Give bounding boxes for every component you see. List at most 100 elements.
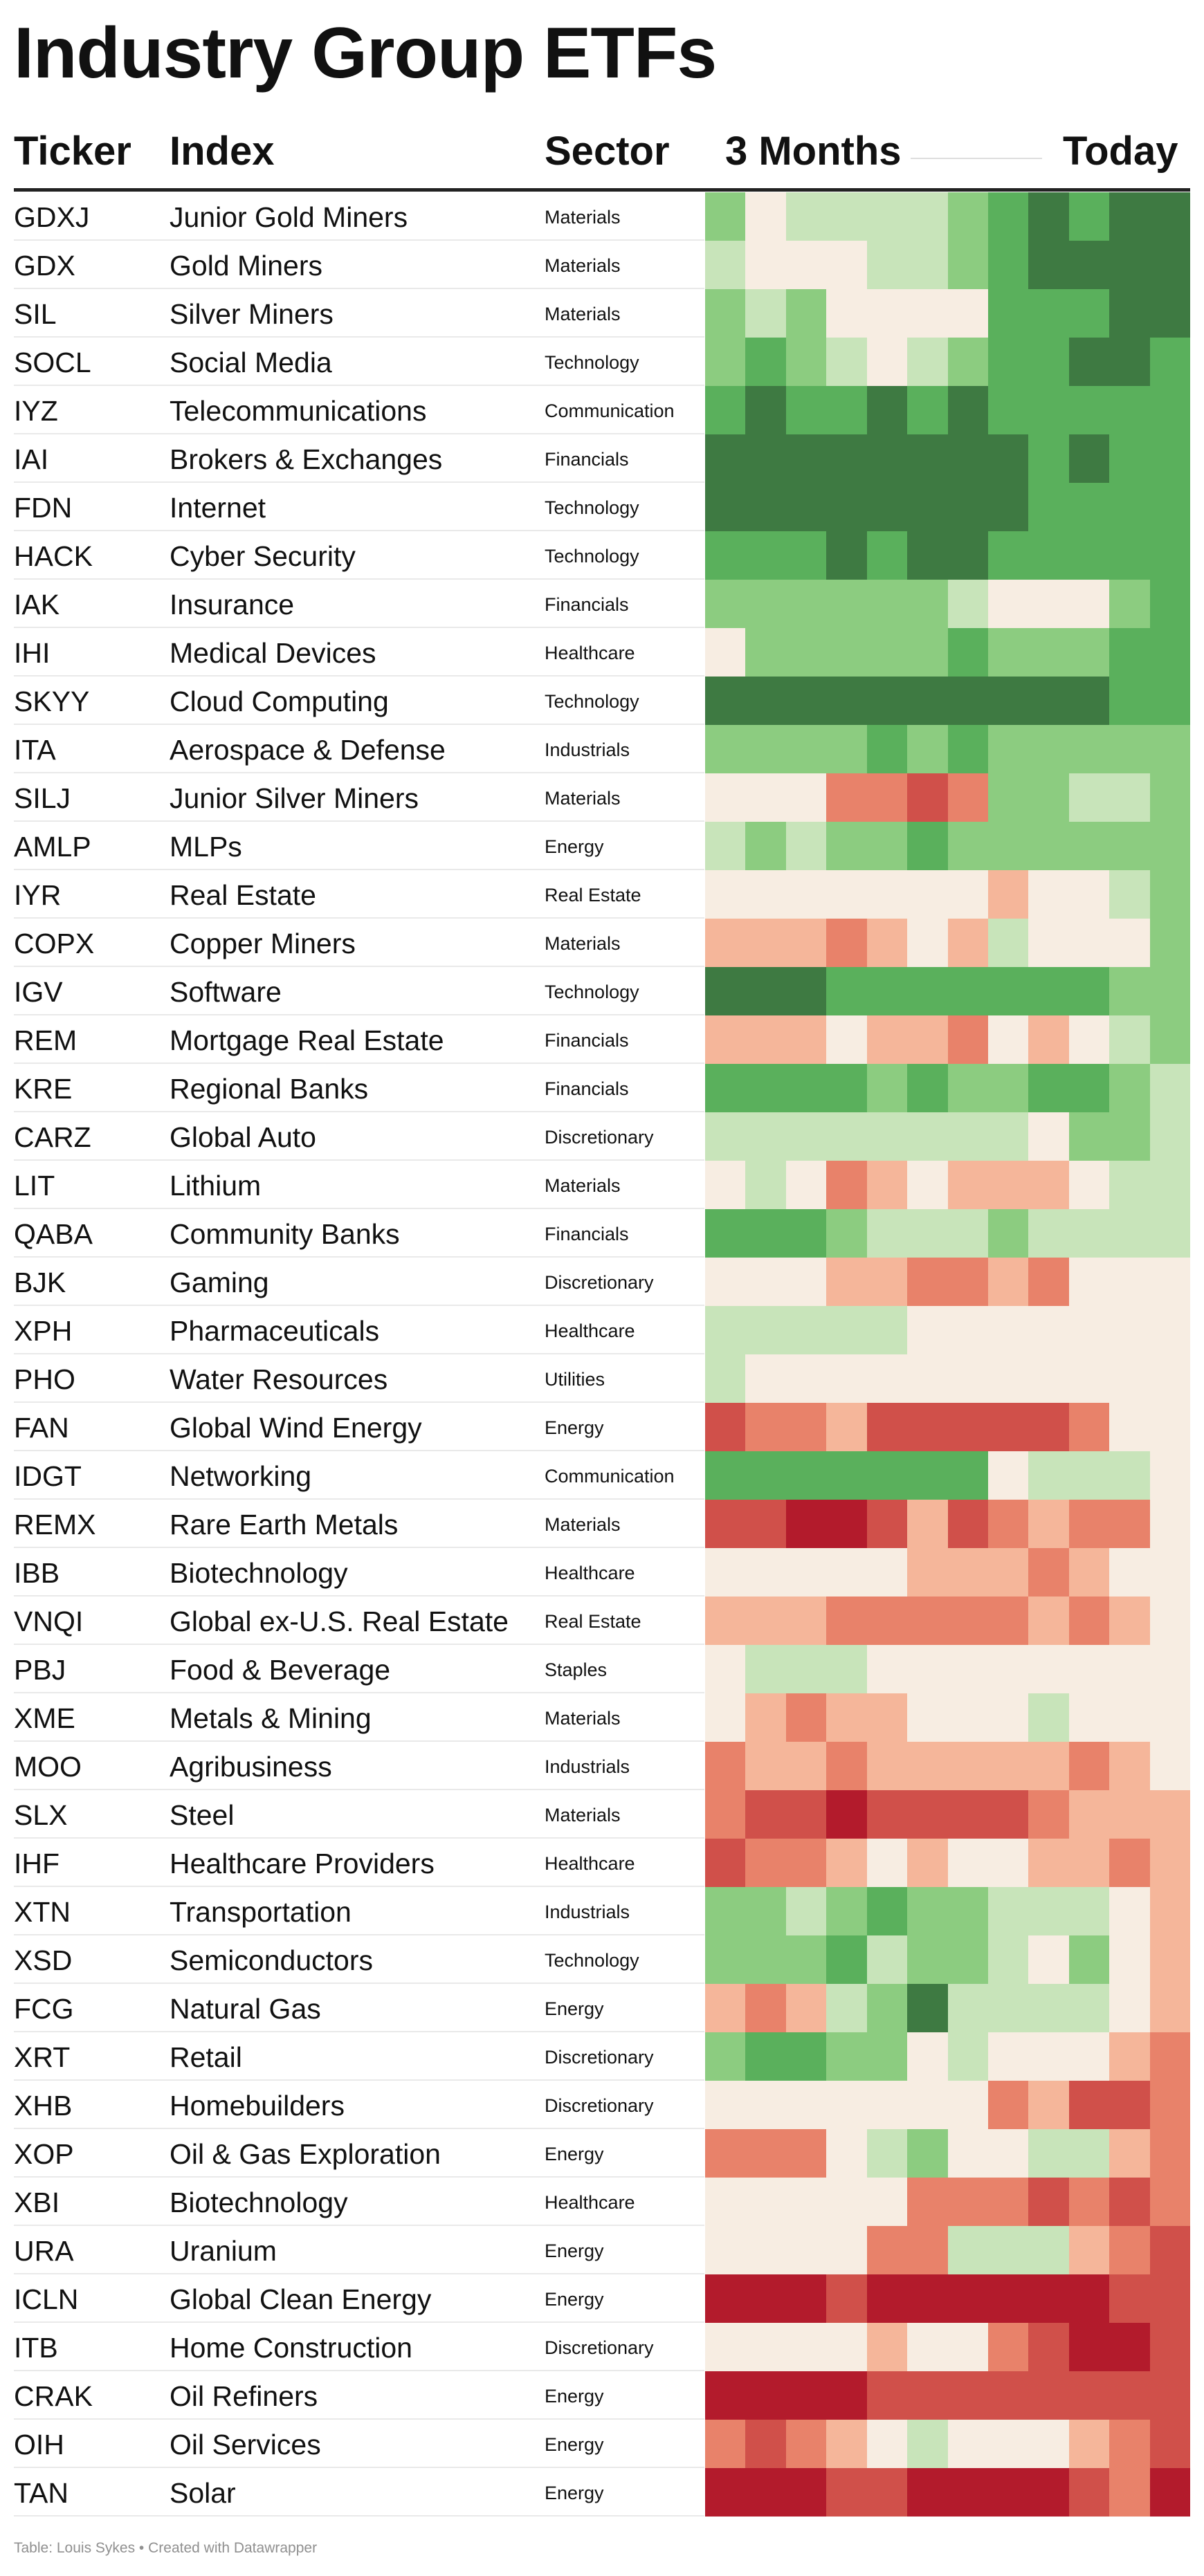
heatmap-cell: [745, 1258, 786, 1306]
row-divider: [14, 2079, 704, 2081]
heatmap-cell: [705, 1548, 746, 1597]
heatmap-cell: [705, 531, 746, 580]
sector-cell: Energy: [545, 1417, 604, 1438]
heatmap-cell: [907, 2226, 948, 2274]
index-cell: Software: [170, 976, 282, 1008]
sector-cell: Healthcare: [545, 1563, 635, 1583]
index-cell: Oil & Gas Exploration: [170, 2138, 441, 2170]
heatmap-cell: [705, 2032, 746, 2081]
table-row: FCG Natural Gas Energy: [14, 1984, 1191, 2032]
heatmap-cell: [907, 2323, 948, 2371]
heatmap-cell: [987, 822, 1029, 870]
heatmap-cell: [826, 1403, 867, 1451]
heatmap-cell: [1028, 725, 1069, 773]
heatmap-cell: [866, 2371, 908, 2420]
row-divider: [14, 1305, 704, 1306]
heatmap-cell: [907, 580, 948, 628]
heatmap-cell: [907, 2032, 948, 2081]
heatmap-cell: [987, 870, 1029, 919]
row-divider: [14, 1062, 704, 1064]
column-header-ticker: Ticker: [14, 129, 131, 174]
sector-cell: Financials: [545, 449, 629, 470]
heatmap-cell: [1109, 531, 1150, 580]
heatmap-cell: [907, 1451, 948, 1500]
heatmap-cell: [1028, 580, 1069, 628]
heatmap-cell: [1028, 2226, 1069, 2274]
heatmap-strip: [705, 1258, 1191, 1306]
sector-cell: Communication: [545, 401, 675, 421]
table-row: SLX Steel Materials: [14, 1790, 1191, 1839]
row-divider: [14, 385, 704, 386]
heatmap-strip: [705, 386, 1191, 434]
heatmap-cell: [947, 1015, 988, 1064]
heatmap-cell: [1068, 2323, 1110, 2371]
heatmap-cell: [745, 386, 786, 434]
ticker-cell: VNQI: [14, 1606, 84, 1637]
heatmap-cell: [745, 1693, 786, 1742]
heatmap-cell: [907, 241, 948, 289]
heatmap-cell: [987, 2323, 1029, 2371]
heatmap-cell: [745, 2274, 786, 2323]
heatmap-cell: [866, 1064, 908, 1112]
heatmap-cell: [1149, 725, 1191, 773]
index-cell: Global Wind Energy: [170, 1412, 422, 1444]
heatmap-cell: [705, 628, 746, 677]
heatmap-cell: [1149, 1258, 1191, 1306]
heatmap-cell: [745, 2129, 786, 2178]
heatmap-cell: [866, 192, 908, 241]
row-divider: [14, 1014, 704, 1015]
index-cell: Insurance: [170, 589, 295, 620]
heatmap-cell: [907, 1403, 948, 1451]
heatmap-cell: [866, 725, 908, 773]
table-row: XBI Biotechnology Healthcare: [14, 2178, 1191, 2226]
heatmap-cell: [987, 2468, 1029, 2517]
heatmap-cell: [1109, 434, 1150, 483]
ticker-cell: SLX: [14, 1799, 68, 1831]
heatmap-cell: [826, 580, 867, 628]
heatmap-cell: [1068, 2371, 1110, 2420]
sector-cell: Materials: [545, 933, 621, 954]
heatmap-cell: [1109, 1645, 1150, 1693]
table-row: AMLP MLPs Energy: [14, 822, 1191, 870]
heatmap-cell: [826, 1645, 867, 1693]
ticker-cell: XHB: [14, 2090, 73, 2122]
heatmap-cell: [866, 580, 908, 628]
heatmap-cell: [907, 2371, 948, 2420]
heatmap-cell: [745, 241, 786, 289]
heatmap-cell: [947, 773, 988, 822]
heatmap-cell: [745, 289, 786, 338]
index-cell: Global ex-U.S. Real Estate: [170, 1606, 509, 1637]
index-cell: Lithium: [170, 1170, 262, 1202]
heatmap-strip: [705, 1064, 1191, 1112]
heatmap-cell: [745, 2420, 786, 2468]
heatmap-cell: [947, 338, 988, 386]
heatmap-cell: [866, 531, 908, 580]
heatmap-cell: [826, 531, 867, 580]
heatmap-cell: [907, 2420, 948, 2468]
heatmap-cell: [1068, 289, 1110, 338]
heatmap-cell: [1028, 1742, 1069, 1790]
heatmap-cell: [785, 1354, 827, 1403]
table-row: KRE Regional Banks Financials: [14, 1064, 1191, 1112]
ticker-cell: ITA: [14, 734, 56, 766]
heatmap-cell: [1109, 1161, 1150, 1209]
heatmap-cell: [705, 1015, 746, 1064]
heatmap-cell: [866, 1354, 908, 1403]
ticker-cell: OIH: [14, 2429, 64, 2460]
heatmap-cell: [705, 967, 746, 1015]
heatmap-cell: [705, 1597, 746, 1645]
heatmap-cell: [1109, 1984, 1150, 2032]
heatmap-cell: [987, 1112, 1029, 1161]
heatmap-strip: [705, 2226, 1191, 2274]
table-row: XPH Pharmaceuticals Healthcare: [14, 1306, 1191, 1354]
ticker-cell: ITB: [14, 2332, 58, 2364]
heatmap-strip: [705, 1887, 1191, 1935]
heatmap-cell: [826, 1548, 867, 1597]
heatmap-cell: [705, 2323, 746, 2371]
heatmap-cell: [1109, 1209, 1150, 1258]
ticker-cell: FAN: [14, 1412, 69, 1444]
index-cell: Steel: [170, 1799, 235, 1831]
index-cell: Global Auto: [170, 1121, 316, 1153]
heatmap-cell: [705, 483, 746, 531]
heatmap-cell: [947, 1403, 988, 1451]
